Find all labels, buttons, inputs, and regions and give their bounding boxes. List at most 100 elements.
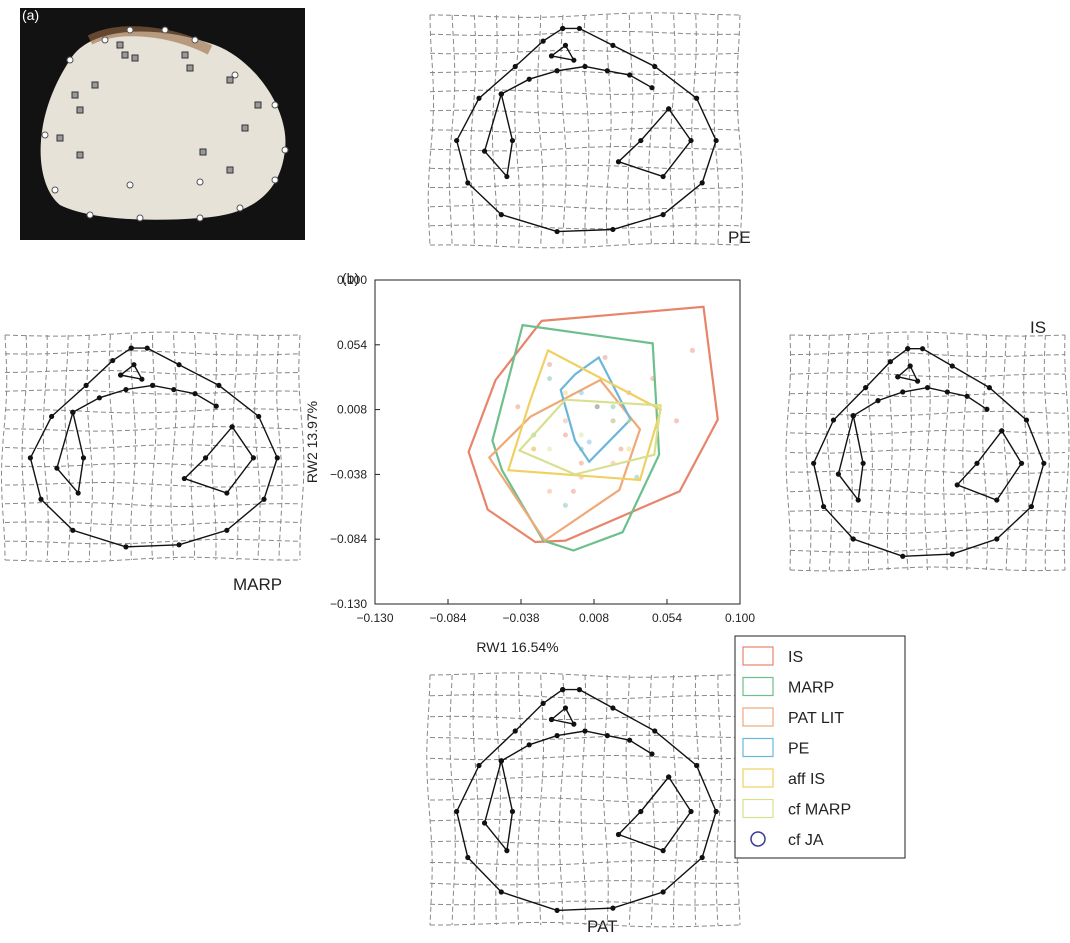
landmark bbox=[465, 180, 470, 185]
landmark bbox=[908, 363, 913, 368]
x-tick-label: 0.100 bbox=[725, 611, 755, 625]
landmark bbox=[661, 174, 666, 179]
landmark bbox=[123, 544, 128, 549]
grid-row bbox=[790, 430, 1065, 434]
landmark bbox=[510, 138, 515, 143]
landmark bbox=[192, 391, 197, 396]
x-tick-label: −0.038 bbox=[502, 611, 539, 625]
semi-landmark bbox=[57, 135, 63, 141]
landmark bbox=[541, 701, 546, 706]
landmark bbox=[84, 383, 89, 388]
landmark bbox=[950, 552, 955, 557]
landmark bbox=[605, 68, 610, 73]
legend-label: PAT LIT bbox=[788, 710, 844, 727]
landmark bbox=[127, 182, 133, 188]
landmark bbox=[999, 428, 1004, 433]
landmark bbox=[652, 728, 657, 733]
landmark bbox=[714, 809, 719, 814]
landmark bbox=[915, 379, 920, 384]
grid-col bbox=[868, 335, 873, 570]
landmark bbox=[214, 404, 219, 409]
grid-col bbox=[538, 15, 543, 245]
point bbox=[563, 390, 568, 395]
landmark bbox=[571, 722, 576, 727]
landmark bbox=[129, 346, 134, 351]
semi-landmark bbox=[227, 167, 233, 173]
point bbox=[611, 404, 616, 409]
y-tick-label: −0.038 bbox=[330, 467, 367, 481]
landmark bbox=[282, 147, 288, 153]
semi-landmark bbox=[117, 42, 123, 48]
point bbox=[595, 404, 600, 409]
outline bbox=[619, 109, 692, 177]
grid-col bbox=[191, 335, 196, 560]
grid-row bbox=[5, 463, 300, 467]
legend-label: cf MARP bbox=[788, 802, 851, 819]
grid-col bbox=[906, 335, 911, 570]
grid-col bbox=[826, 335, 831, 570]
legend-label: cf JA bbox=[788, 832, 824, 849]
landmark bbox=[571, 58, 576, 63]
landmark bbox=[821, 504, 826, 509]
grid-col bbox=[584, 15, 589, 245]
x-axis-label: RW1 16.54% bbox=[476, 639, 558, 655]
landmark bbox=[610, 227, 615, 232]
landmark bbox=[627, 72, 632, 77]
landmark bbox=[900, 389, 905, 394]
point bbox=[563, 432, 568, 437]
landmark bbox=[499, 758, 504, 763]
outline bbox=[485, 94, 513, 177]
landmark bbox=[555, 908, 560, 913]
legend-label: PE bbox=[788, 741, 809, 758]
semi-landmark bbox=[122, 52, 128, 58]
landmark bbox=[1029, 504, 1034, 509]
landmark bbox=[700, 855, 705, 860]
landmark bbox=[555, 733, 560, 738]
grid-col bbox=[714, 15, 719, 245]
outline bbox=[73, 385, 216, 412]
landmark bbox=[527, 742, 532, 747]
point bbox=[531, 447, 536, 452]
landmark bbox=[811, 461, 816, 466]
grid-col bbox=[131, 335, 136, 560]
landmark bbox=[549, 717, 554, 722]
grid-col bbox=[672, 675, 677, 925]
landmark bbox=[688, 138, 693, 143]
landmark bbox=[482, 820, 487, 825]
semi-landmark bbox=[182, 52, 188, 58]
landmark bbox=[504, 848, 509, 853]
grid-row bbox=[5, 409, 300, 413]
landmark bbox=[237, 205, 243, 211]
grid-col bbox=[151, 335, 156, 560]
grid-col bbox=[22, 335, 27, 560]
grid-label: PAT bbox=[587, 917, 618, 936]
grid-col bbox=[963, 335, 968, 570]
landmark bbox=[256, 414, 261, 419]
landmark bbox=[513, 64, 518, 69]
point bbox=[587, 440, 592, 445]
landmark bbox=[28, 455, 33, 460]
y-tick-label: 0.054 bbox=[337, 338, 367, 352]
grid-row bbox=[430, 205, 740, 210]
landmark bbox=[499, 91, 504, 96]
point bbox=[579, 390, 584, 395]
landmark bbox=[856, 497, 861, 502]
point bbox=[547, 376, 552, 381]
grid-row bbox=[790, 352, 1065, 356]
landmark bbox=[203, 455, 208, 460]
landmark bbox=[197, 179, 203, 185]
landmark bbox=[666, 106, 671, 111]
landmark bbox=[987, 385, 992, 390]
landmark bbox=[454, 809, 459, 814]
grid-row bbox=[5, 445, 300, 449]
landmark bbox=[582, 64, 587, 69]
outline bbox=[957, 431, 1021, 500]
landmark bbox=[70, 528, 75, 533]
landmark bbox=[42, 132, 48, 138]
landmark bbox=[955, 482, 960, 487]
landmark bbox=[216, 383, 221, 388]
grid-col bbox=[471, 15, 476, 245]
landmark bbox=[560, 26, 565, 31]
landmark bbox=[499, 889, 504, 894]
y-tick-label: −0.130 bbox=[330, 597, 367, 611]
